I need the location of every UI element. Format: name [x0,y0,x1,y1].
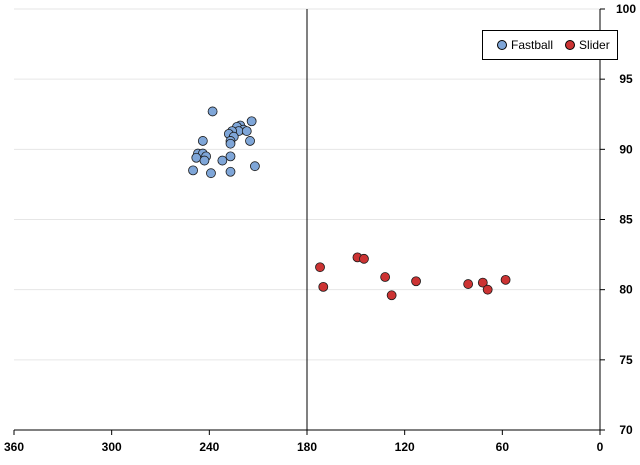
slider-point-6 [477,277,488,288]
y-tick-label-90: 90 [619,142,633,156]
slider-point-4 [411,276,421,287]
fastball-point-18 [225,151,236,162]
fastball-point-19 [199,155,210,166]
y-axis-tick-labels: 70 75 80 85 90 95 100 [616,2,636,437]
y-tick-label-85: 85 [619,213,633,227]
slider-point-7 [463,279,474,289]
fastball-point-23 [206,168,216,179]
slider-point-0 [315,262,325,273]
slider-point-9 [318,281,329,292]
x-tick-label-240: 240 [199,440,219,454]
fastball-point-21 [250,161,260,172]
x-tick-label-0: 0 [597,440,604,454]
x-tick-label-120: 120 [395,440,415,454]
fastball-point-20 [217,155,228,166]
fastball-point-17 [191,152,202,163]
slider-point-8 [482,284,493,295]
fastball-point-11 [245,136,255,146]
legend-label-slider: Slider [579,38,610,52]
legend-marker-fastball [497,40,507,50]
legend-item-slider: Slider [565,38,610,52]
slider-point-3 [380,272,391,282]
y-tick-label-100: 100 [616,2,636,16]
x-axis-tick-labels: 360 300 240 180 120 60 0 [4,440,604,454]
fastball-point-0 [207,106,218,117]
y-tick-label-70: 70 [619,423,633,437]
slider-point-10 [386,290,397,301]
fastball-point-22 [188,165,198,176]
y-tick-label-80: 80 [619,283,633,297]
legend-marker-slider [565,40,576,50]
legend: Fastball Slider [482,30,618,60]
x-tick-label-60: 60 [496,440,510,454]
y-tick-label-95: 95 [619,72,633,86]
fastball-point-1 [246,116,257,127]
slider-point-5 [500,274,511,285]
axes [13,8,605,435]
fastball-point-6 [241,126,252,136]
data-points [188,106,511,301]
legend-item-fastball: Fastball [497,38,553,52]
fastball-point-13 [197,136,208,146]
x-tick-label-300: 300 [102,440,122,454]
slider-point-2 [359,253,369,264]
fastball-point-24 [225,166,236,177]
x-tick-label-360: 360 [4,440,24,454]
x-tick-label-180: 180 [297,440,317,454]
fastball-point-12 [225,138,236,149]
y-tick-label-75: 75 [619,353,633,367]
legend-label-fastball: Fastball [511,38,554,52]
